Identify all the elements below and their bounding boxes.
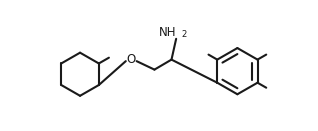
Text: NH: NH [159, 26, 176, 39]
Text: O: O [127, 53, 136, 66]
Text: 2: 2 [182, 30, 187, 39]
